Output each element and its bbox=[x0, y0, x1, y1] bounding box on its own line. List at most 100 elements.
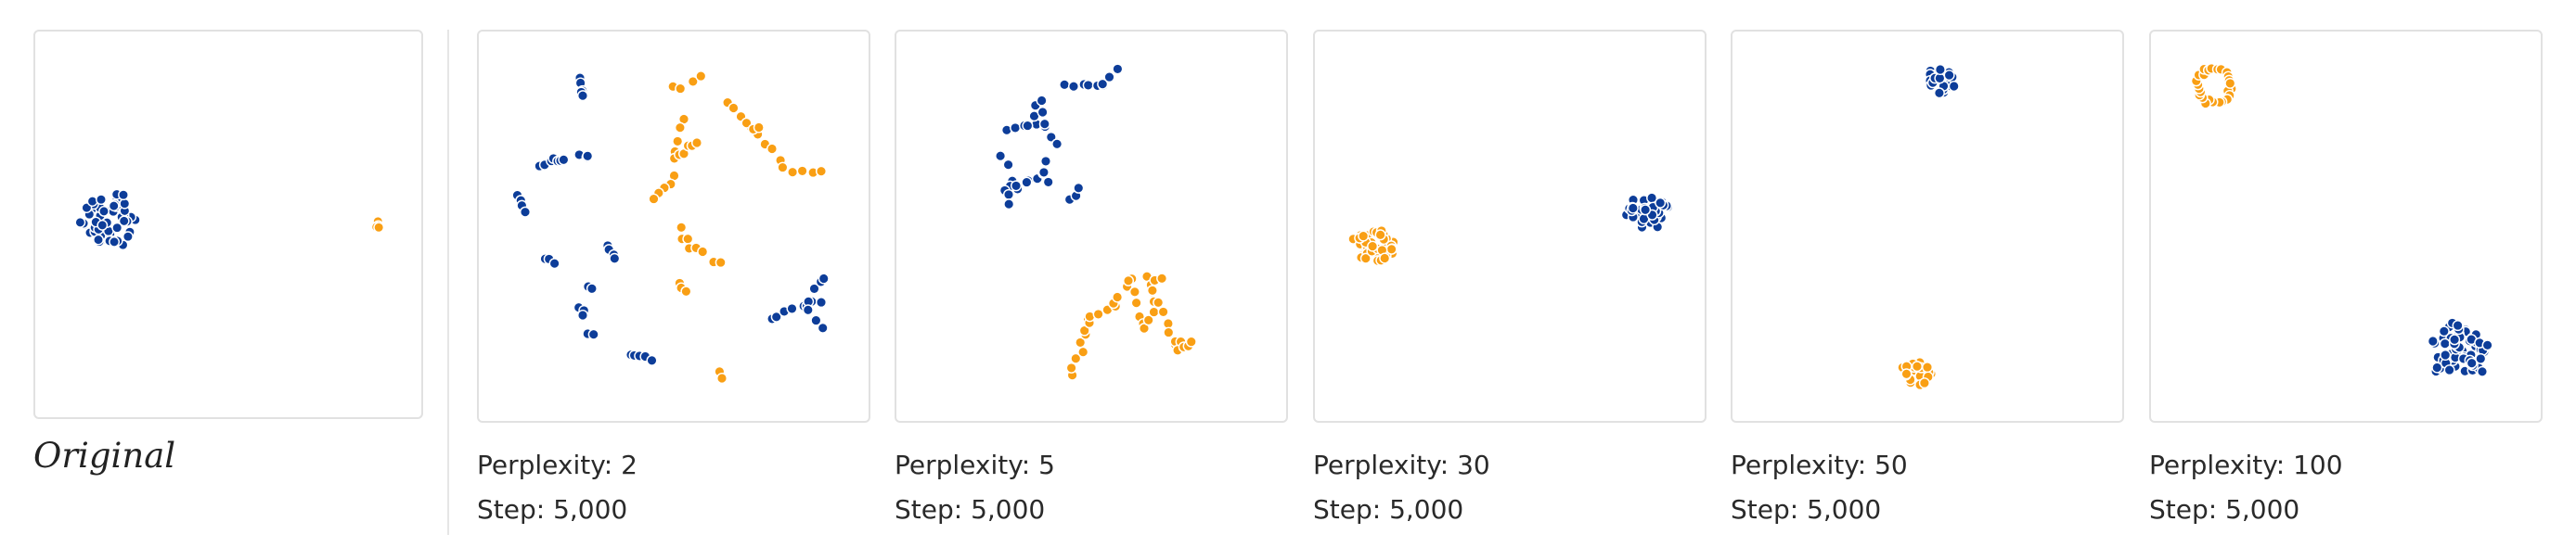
scatter-point-blue-39 bbox=[770, 311, 782, 323]
scatter-point-orange-55 bbox=[1112, 291, 1124, 303]
tsne-scatter-1 bbox=[511, 70, 830, 385]
tsne-plot-panel-3 bbox=[1313, 30, 1707, 423]
scatter-point-blue-10 bbox=[1010, 121, 1022, 134]
scatter-point-orange-77 bbox=[697, 246, 709, 258]
scatter-point-blue-21 bbox=[548, 258, 560, 270]
scatter-point-blue-49 bbox=[96, 194, 107, 206]
scatter-point-orange-72 bbox=[676, 222, 688, 234]
scatter-point-blue-37 bbox=[1003, 198, 1015, 210]
scatter-point-blue-29 bbox=[1021, 176, 1033, 188]
scatter-point-blue-27 bbox=[586, 283, 598, 295]
scatter-point-orange-89 bbox=[766, 143, 779, 155]
tsne-plot-panel-5 bbox=[2149, 30, 2543, 423]
scatter-point-orange-59 bbox=[672, 135, 684, 147]
scatter-point-blue-87 bbox=[1627, 202, 1639, 214]
step-label-3: Step: 5,000 bbox=[1313, 494, 1464, 525]
scatter-point-orange-45 bbox=[1075, 337, 1087, 349]
scatter-point-blue-33 bbox=[1934, 63, 1946, 76]
scatter-point-blue-82 bbox=[2449, 334, 2461, 346]
scatter-point-orange-47 bbox=[1078, 324, 1090, 337]
scatter-point-orange-100 bbox=[715, 372, 728, 385]
scatter-point-orange-68 bbox=[1921, 362, 1934, 374]
scatter-point-orange-67 bbox=[1900, 368, 1913, 380]
scatter-point-orange-58 bbox=[674, 121, 686, 134]
scatter-point-blue-42 bbox=[86, 196, 98, 208]
tsne-scatter-4 bbox=[1897, 63, 1960, 391]
scatter-point-blue-84 bbox=[2466, 357, 2478, 369]
tsne-plot-panel-1 bbox=[477, 30, 870, 423]
scatter-point-blue-42 bbox=[2427, 335, 2439, 348]
scatter-point-orange-68 bbox=[1157, 306, 1169, 318]
scatter-point-blue-31 bbox=[1933, 87, 1945, 99]
scatter-point-blue-27 bbox=[1010, 180, 1023, 192]
scatter-point-orange-27 bbox=[1359, 252, 1372, 264]
scatter-point-blue-85 bbox=[2475, 352, 2487, 364]
original-plot-panel bbox=[33, 30, 423, 419]
scatter-point-blue-36 bbox=[1002, 188, 1015, 200]
perplexity-label-2: Perplexity: 5 bbox=[895, 450, 1055, 480]
scatter-point-blue-62 bbox=[2431, 362, 2443, 374]
scatter-point-orange-98 bbox=[753, 121, 765, 134]
scatter-point-blue-32 bbox=[1039, 155, 1052, 167]
scatter-point-orange-80 bbox=[1146, 285, 1158, 297]
scatter-point-blue-49 bbox=[817, 322, 829, 334]
scatter-point-blue-11 bbox=[558, 154, 570, 166]
scatter-point-orange-83 bbox=[1156, 273, 1168, 285]
scatter-point-orange-74 bbox=[682, 233, 694, 245]
scatter-point-orange-65 bbox=[1148, 306, 1160, 318]
scatter-point-blue-18 bbox=[519, 206, 532, 218]
scatter-point-orange-60 bbox=[1130, 297, 1142, 309]
scatter-point-orange-44 bbox=[1077, 346, 1089, 358]
scatter-point-orange-38 bbox=[1358, 230, 1370, 242]
scatter-point-blue-40 bbox=[1073, 182, 1085, 194]
scatter-point-blue-17 bbox=[1036, 95, 1048, 107]
scatter-point-blue-41 bbox=[118, 215, 130, 227]
scatter-point-blue-30 bbox=[576, 309, 589, 322]
scatter-point-blue-43 bbox=[74, 216, 86, 228]
scatter-point-blue-34 bbox=[1943, 70, 1955, 82]
step-label-4: Step: 5,000 bbox=[1731, 494, 1882, 525]
scatter-point-blue-19 bbox=[1038, 118, 1050, 130]
scatter-point-orange-81 bbox=[1153, 297, 1165, 309]
scatter-point-orange-58 bbox=[1122, 274, 1135, 286]
scatter-point-orange-79 bbox=[715, 257, 727, 269]
scatter-point-orange-25 bbox=[2224, 77, 2236, 89]
scatter-point-blue-30 bbox=[1948, 80, 1960, 93]
scatter-point-blue-33 bbox=[119, 197, 131, 210]
scatter-point-blue-48 bbox=[122, 231, 134, 243]
perplexity-label-5: Perplexity: 100 bbox=[2149, 450, 2343, 480]
scatter-point-orange-84 bbox=[728, 102, 740, 114]
scatter-point-orange-95 bbox=[815, 165, 828, 177]
scatter-point-orange-77 bbox=[1185, 336, 1197, 348]
scatter-point-orange-43 bbox=[1070, 352, 1082, 364]
scatter-point-blue-53 bbox=[97, 219, 109, 231]
scatter-point-blue-79 bbox=[2452, 320, 2464, 332]
scatter-point-blue-50 bbox=[108, 200, 120, 212]
scatter-point-blue-4 bbox=[576, 90, 589, 102]
scatter-point-orange-44 bbox=[1379, 252, 1391, 264]
scatter-point-orange-59 bbox=[1128, 286, 1140, 298]
scatter-point-blue-22 bbox=[995, 150, 1007, 162]
scatter-point-blue-75 bbox=[2443, 364, 2455, 376]
tsne-plot-panel-2 bbox=[895, 30, 1288, 423]
scatter-point-blue-78 bbox=[2476, 365, 2489, 377]
tsne-scatter-5 bbox=[2190, 62, 2493, 377]
scatter-point-orange-92 bbox=[787, 166, 799, 178]
scatter-point-blue-76 bbox=[2438, 325, 2450, 337]
scatter-point-blue-25 bbox=[609, 252, 621, 264]
step-label-2: Step: 5,000 bbox=[895, 494, 1046, 525]
scatter-point-blue-45 bbox=[815, 297, 828, 309]
scatter-point-blue-46 bbox=[93, 234, 104, 246]
original-scatter bbox=[74, 188, 385, 251]
scatter-point-blue-33 bbox=[1037, 166, 1050, 178]
tsne-scatter-2 bbox=[995, 63, 1197, 381]
scatter-point-orange-66 bbox=[690, 136, 703, 149]
perplexity-label-1: Perplexity: 2 bbox=[477, 450, 638, 480]
scatter-point-blue-45 bbox=[109, 235, 121, 248]
scatter-point-blue-37 bbox=[646, 354, 658, 366]
scatter-point-orange-54 bbox=[675, 83, 687, 95]
scatter-point-blue-41 bbox=[786, 302, 798, 314]
scatter-point-orange-93 bbox=[796, 165, 808, 177]
scatter-point-orange-64 bbox=[1142, 314, 1154, 326]
scatter-point-orange-40 bbox=[1374, 229, 1386, 241]
